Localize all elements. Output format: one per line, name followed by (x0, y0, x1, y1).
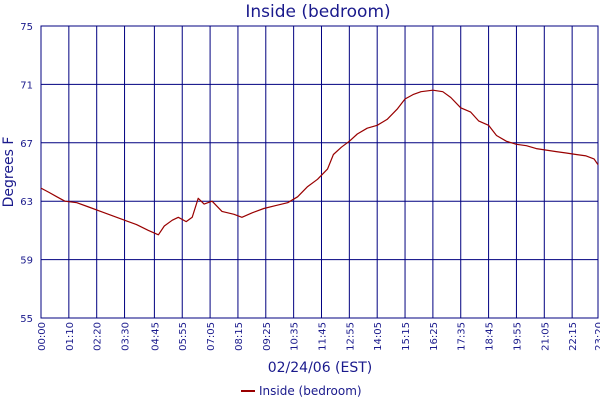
x-tick-label: 16:25 (429, 322, 440, 351)
y-axis-label: Degrees F (1, 137, 17, 208)
y-tick-label: 75 (20, 22, 33, 33)
series-line-inside-bedroom (40, 89, 599, 236)
x-tick-label: 08:15 (234, 322, 245, 351)
x-tick-label: 04:45 (150, 322, 161, 351)
x-tick-label: 23:20 (594, 322, 600, 351)
x-tick-label: 17:35 (457, 322, 468, 351)
y-tick-label: 71 (20, 80, 33, 91)
x-tick-label: 00:00 (37, 322, 48, 351)
x-tick-label: 10:35 (290, 322, 301, 351)
x-tick-label: 01:10 (65, 322, 76, 351)
x-tick-label: 05:55 (178, 322, 189, 351)
x-tick-label: 12:55 (345, 322, 356, 351)
y-tick-label: 67 (20, 139, 33, 150)
x-tick-label: 07:05 (206, 322, 217, 351)
x-tick-label: 19:55 (512, 322, 523, 351)
x-tick-label: 22:15 (568, 322, 579, 351)
x-tick-label: 18:45 (485, 322, 496, 351)
x-axis-label: 02/24/06 (EST) (268, 360, 373, 376)
x-tick-label: 03:30 (121, 322, 132, 351)
legend: Inside (bedroom) (241, 384, 362, 398)
x-tick-label: 14:05 (373, 322, 384, 351)
plot-area: 75 71 67 63 59 55 00:00 01:10 02:20 03:30 04:45 05:… (20, 22, 600, 351)
chart-title: Inside (bedroom) (245, 2, 390, 22)
x-tick-label: 21:05 (540, 322, 551, 351)
y-tick-label: 55 (20, 314, 33, 325)
x-tick-label: 15:15 (401, 322, 412, 351)
x-tick-label: 11:45 (317, 322, 328, 351)
legend-label: Inside (bedroom) (259, 384, 362, 398)
plot-frame (40, 25, 599, 319)
y-tick-label: 59 (20, 256, 33, 267)
x-tick-label: 09:25 (262, 322, 273, 351)
y-tick-label: 63 (20, 197, 33, 208)
x-tick-label: 02:20 (93, 322, 104, 351)
